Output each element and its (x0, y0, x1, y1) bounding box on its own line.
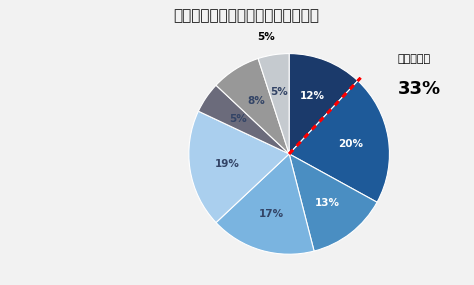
Text: 上司からあなたへのフィードバック: 上司からあなたへのフィードバック (173, 9, 319, 24)
Text: 12%: 12% (300, 91, 325, 101)
Wedge shape (198, 85, 289, 154)
Wedge shape (289, 54, 358, 154)
Text: 週１回以上: 週１回以上 (398, 54, 430, 64)
Text: 5%: 5% (271, 87, 288, 97)
Wedge shape (216, 58, 289, 154)
Wedge shape (258, 54, 289, 154)
Wedge shape (189, 111, 289, 223)
Text: 13%: 13% (315, 198, 340, 208)
Text: 5%: 5% (257, 32, 274, 42)
Wedge shape (216, 154, 314, 254)
Wedge shape (289, 81, 390, 202)
Text: 5%: 5% (229, 114, 246, 124)
Text: 20%: 20% (338, 139, 363, 149)
Text: 19%: 19% (215, 159, 240, 169)
Text: 8%: 8% (247, 96, 264, 106)
Wedge shape (289, 154, 377, 251)
Text: 33%: 33% (398, 80, 441, 98)
Text: 17%: 17% (259, 209, 284, 219)
